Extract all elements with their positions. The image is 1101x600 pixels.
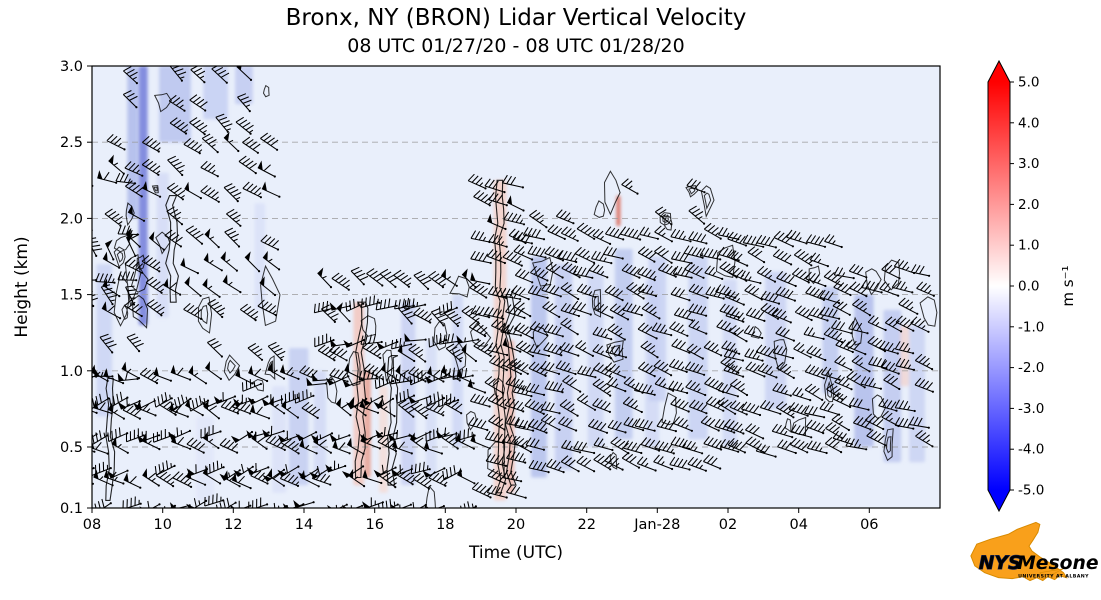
colorbar-tick-label: -2.0 xyxy=(1018,360,1044,376)
x-tick-label: 20 xyxy=(507,517,525,533)
colorbar-label: m s⁻¹ xyxy=(1059,265,1077,307)
x-tick-label: 02 xyxy=(719,517,737,533)
y-tick-label: 1.5 xyxy=(60,288,83,304)
x-tick-label: 04 xyxy=(789,517,807,533)
wind-barb-staffs xyxy=(92,66,935,508)
x-axis-label: Time (UTC) xyxy=(469,543,563,563)
colorbar-bottom-arrow-icon xyxy=(988,490,1010,511)
contour-squiggle xyxy=(165,195,179,303)
colorbar-tick-label: 0.0 xyxy=(1018,279,1039,295)
logo-mesonet-text: Mesonet xyxy=(1017,553,1099,574)
chart-subtitle: 08 UTC 01/27/20 - 08 UTC 01/28/20 xyxy=(347,35,685,57)
ny-state-shape-icon xyxy=(970,521,1068,582)
x-tick-label: Jan-28 xyxy=(633,517,680,533)
colorbar-tick-label: 2.0 xyxy=(1018,197,1039,213)
x-tick-label: 12 xyxy=(224,517,242,533)
long-island-shape-icon xyxy=(1039,568,1064,580)
y-tick-label: 2.0 xyxy=(60,211,83,227)
logo-nys-text: NYS xyxy=(979,553,1022,574)
x-tick-label: 08 xyxy=(83,517,101,533)
x-tick-label: 14 xyxy=(295,517,313,533)
y-tick-label: 0.5 xyxy=(60,440,83,456)
colorbar-tick-label: 4.0 xyxy=(1018,115,1039,131)
x-tick-label: 06 xyxy=(860,517,878,533)
colorbar-top-arrow-icon xyxy=(988,61,1010,82)
logo-tagline-text: UNIVERSITY AT ALBANY xyxy=(1018,574,1089,580)
colorbar-tick-label: 3.0 xyxy=(1018,156,1039,172)
colorbar-tick-label: -3.0 xyxy=(1018,401,1044,417)
x-tick-label: 22 xyxy=(577,517,595,533)
y-tick-label: 1.0 xyxy=(60,364,83,380)
colorbar-gradient xyxy=(988,82,1010,490)
x-tick-label: 10 xyxy=(153,517,171,533)
colorbar-tick-label: -4.0 xyxy=(1018,442,1044,458)
x-tick-label: 16 xyxy=(365,517,383,533)
y-tick-label: 3.0 xyxy=(60,59,83,75)
plot-content xyxy=(92,66,938,508)
colorbar-tick-label: 5.0 xyxy=(1018,75,1039,91)
y-tick-label: 0.1 xyxy=(60,501,83,517)
x-tick-label: 18 xyxy=(436,517,454,533)
chart-title: Bronx, NY (BRON) Lidar Vertical Velocity xyxy=(285,5,747,31)
contour-squiggle xyxy=(105,377,116,501)
colorbar-tick-label: 1.0 xyxy=(1018,238,1039,254)
colorbar-tick-label: -1.0 xyxy=(1018,319,1044,335)
y-tick-label: 2.5 xyxy=(60,135,83,151)
colorbar-tick-label: -5.0 xyxy=(1018,483,1044,499)
y-axis-label: Height (km) xyxy=(12,236,32,338)
nys-mesonet-logo: NYS Mesonet UNIVERSITY AT ALBANY xyxy=(970,521,1099,582)
